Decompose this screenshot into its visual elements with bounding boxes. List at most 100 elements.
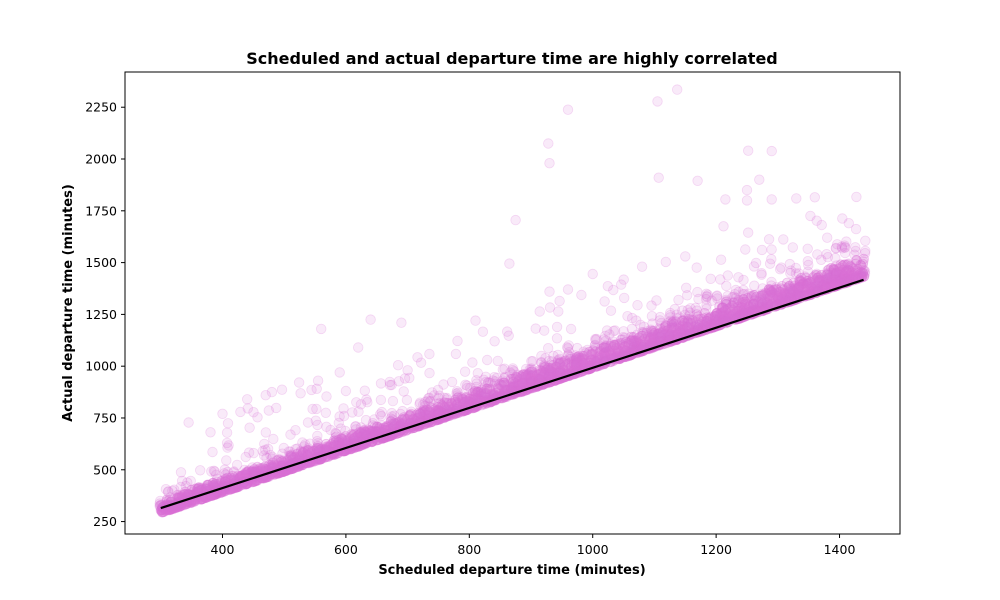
data-point bbox=[349, 429, 360, 440]
data-point bbox=[715, 254, 727, 265]
data-point bbox=[507, 381, 518, 393]
data-point bbox=[766, 254, 777, 265]
data-point bbox=[415, 357, 427, 368]
data-point bbox=[796, 276, 807, 287]
data-point bbox=[631, 336, 642, 347]
data-point bbox=[631, 337, 642, 348]
data-point bbox=[652, 331, 664, 343]
data-point bbox=[598, 342, 610, 353]
data-point bbox=[771, 282, 782, 293]
data-point bbox=[626, 335, 637, 346]
data-point bbox=[840, 274, 851, 285]
data-point bbox=[358, 430, 369, 441]
data-point bbox=[830, 268, 842, 280]
data-point bbox=[798, 278, 809, 289]
data-point bbox=[595, 345, 606, 357]
data-point bbox=[562, 284, 574, 295]
data-point bbox=[504, 258, 515, 269]
data-point bbox=[441, 392, 453, 404]
data-point bbox=[830, 268, 842, 280]
data-point bbox=[309, 445, 320, 457]
data-point bbox=[217, 408, 228, 420]
data-point bbox=[795, 280, 807, 291]
data-point bbox=[401, 394, 413, 406]
data-point bbox=[175, 467, 187, 478]
data-point bbox=[720, 312, 732, 323]
data-point bbox=[587, 354, 598, 366]
data-point bbox=[627, 312, 638, 324]
data-point bbox=[513, 379, 524, 390]
data-point bbox=[219, 468, 230, 479]
data-point bbox=[290, 425, 301, 436]
data-point bbox=[681, 282, 692, 294]
data-point bbox=[837, 268, 849, 280]
x-tick-label: 800 bbox=[457, 542, 481, 557]
data-point bbox=[699, 308, 710, 319]
data-point bbox=[798, 278, 809, 289]
data-point bbox=[718, 306, 729, 318]
data-point bbox=[268, 433, 279, 445]
data-point bbox=[269, 459, 280, 470]
data-point bbox=[424, 367, 435, 379]
data-point bbox=[551, 321, 563, 333]
data-point bbox=[836, 268, 848, 280]
data-point bbox=[266, 386, 278, 398]
data-point bbox=[364, 425, 376, 437]
data-point bbox=[419, 410, 430, 421]
data-point bbox=[537, 366, 548, 377]
data-point bbox=[451, 399, 462, 410]
data-point bbox=[538, 360, 550, 371]
data-point bbox=[344, 433, 356, 444]
data-point bbox=[816, 254, 827, 265]
data-point bbox=[840, 266, 852, 277]
data-point bbox=[820, 274, 832, 285]
data-point bbox=[603, 346, 614, 357]
data-point bbox=[522, 369, 534, 381]
data-point bbox=[178, 489, 190, 500]
data-point bbox=[598, 342, 610, 353]
data-point bbox=[349, 432, 360, 443]
data-point bbox=[365, 314, 376, 325]
y-tick-label: 1000 bbox=[85, 359, 117, 374]
data-point bbox=[449, 396, 461, 408]
data-point bbox=[222, 418, 234, 429]
data-point bbox=[691, 262, 702, 273]
data-point bbox=[620, 341, 631, 352]
x-tick-label: 1200 bbox=[700, 542, 732, 557]
data-point bbox=[526, 370, 538, 381]
data-point bbox=[838, 259, 849, 271]
data-point bbox=[316, 443, 328, 455]
data-point bbox=[795, 282, 807, 293]
data-point bbox=[690, 302, 701, 314]
data-point bbox=[688, 315, 699, 326]
data-point bbox=[851, 255, 862, 266]
data-point bbox=[841, 266, 852, 278]
data-point bbox=[766, 244, 777, 255]
data-point bbox=[398, 386, 409, 397]
data-point bbox=[321, 391, 332, 402]
data-point bbox=[813, 274, 824, 286]
data-points bbox=[154, 84, 871, 518]
data-point bbox=[673, 294, 684, 306]
data-point bbox=[302, 445, 313, 456]
data-point bbox=[811, 215, 822, 226]
data-point bbox=[738, 294, 749, 305]
data-point bbox=[538, 369, 550, 380]
data-point bbox=[810, 270, 821, 281]
data-point bbox=[387, 395, 399, 407]
data-point bbox=[312, 375, 324, 386]
data-point bbox=[389, 418, 400, 429]
data-point bbox=[372, 421, 383, 433]
data-point bbox=[661, 326, 672, 337]
data-point bbox=[680, 251, 691, 262]
data-point bbox=[419, 406, 431, 418]
data-point bbox=[346, 429, 357, 440]
data-point bbox=[221, 455, 232, 466]
data-point bbox=[424, 348, 435, 360]
data-point bbox=[334, 411, 345, 422]
data-point bbox=[722, 290, 733, 302]
data-point bbox=[743, 145, 754, 156]
data-point bbox=[678, 326, 689, 337]
data-point bbox=[458, 397, 470, 409]
data-point bbox=[530, 323, 541, 334]
